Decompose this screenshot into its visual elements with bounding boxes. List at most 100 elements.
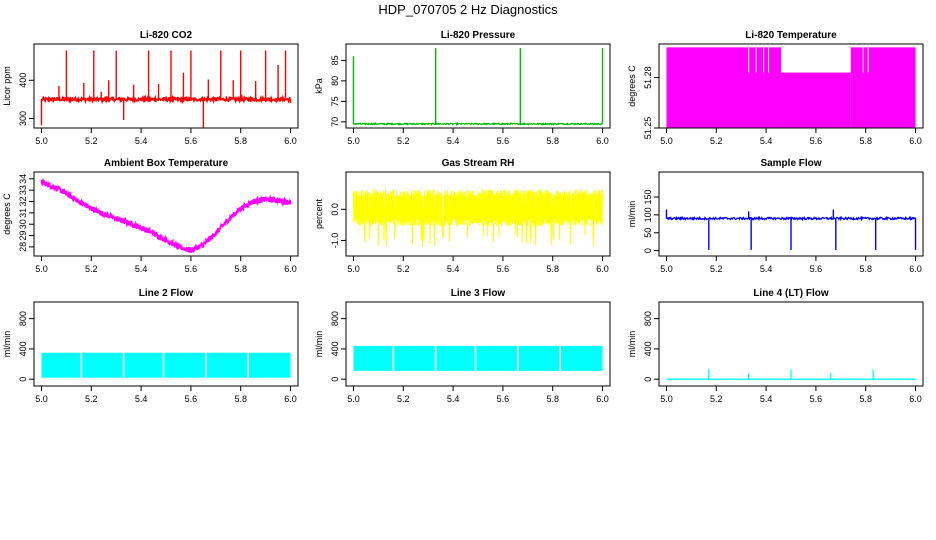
plot-frame [33, 171, 299, 257]
y-tick-label: 400 [643, 341, 653, 356]
x-tick-label: 5.8 [546, 136, 559, 146]
x-tick-label: 5.4 [447, 394, 460, 404]
chart-title: Line 2 Flow [139, 288, 194, 299]
series-path [353, 189, 603, 247]
y-tick-label: 300 [18, 111, 28, 126]
y-tick-label: 33 [18, 185, 28, 195]
x-tick-label: 5.8 [234, 394, 247, 404]
x-tick-label: 5.8 [234, 264, 247, 274]
plot-frame [345, 43, 611, 129]
y-tick-label: 80 [330, 76, 340, 86]
x-tick-label: 5.0 [660, 394, 673, 404]
x-tick-label: 5.2 [397, 264, 410, 274]
x-tick-label: 6.0 [909, 264, 922, 274]
chart-title: Line 3 Flow [451, 288, 506, 299]
x-tick-label: 5.2 [710, 136, 723, 146]
y-tick-label: 0.0 [330, 203, 340, 216]
x-tick-label: 5.4 [447, 136, 460, 146]
flow-gap-1 [80, 350, 83, 380]
x-tick-label: 5.0 [35, 136, 48, 146]
x-tick-label: 5.6 [810, 264, 823, 274]
x-tick-label: 5.4 [135, 136, 148, 146]
x-tick-label: 5.8 [546, 264, 559, 274]
y-tick-label: 400 [18, 341, 28, 356]
y-tick-label: 800 [330, 311, 340, 326]
x-tick-label: 5.2 [85, 136, 98, 146]
x-tick-label: 5.4 [760, 264, 773, 274]
chart-title: Gas Stream RH [442, 158, 515, 169]
flow-gap-5 [559, 343, 561, 373]
chart-panel-2: Li-820 Pressure 5.0 5.2 5.4 5.6 5.8 6.0 70 75 80 8… [314, 30, 611, 146]
flow-gap-3 [162, 350, 165, 380]
y-tick-label: 30 [18, 219, 28, 229]
flow-gap-1 [392, 343, 395, 373]
y-tick-label: 70 [330, 117, 340, 127]
flow-gap-4 [205, 350, 207, 380]
x-tick-label: 5.2 [397, 394, 410, 404]
flow-gap-2 [122, 350, 125, 380]
x-tick-label: 5.6 [497, 136, 510, 146]
band-left [666, 47, 782, 128]
y-axis-label: percent [314, 198, 324, 229]
x-tick-label: 5.0 [35, 394, 48, 404]
series-path [665, 215, 917, 222]
y-axis-label: ml/min [627, 201, 637, 228]
x-tick-label: 6.0 [596, 264, 609, 274]
chart-panel-4: Ambient Box Temperature 5.0 5.2 5.4 5.6 5.8 6.… [2, 158, 299, 274]
flow-gap-5 [247, 350, 249, 380]
chart-panel-5: Gas Stream RH 5.0 5.2 5.4 5.6 5.8 6.0 -1.0 0.0 pe… [314, 158, 611, 274]
y-tick-label: 51.28 [643, 66, 653, 89]
x-tick-label: 5.2 [85, 394, 98, 404]
flow-gap-4 [517, 343, 519, 373]
x-tick-label: 5.0 [35, 264, 48, 274]
flow-gap-3 [474, 343, 477, 373]
series-line [353, 343, 603, 373]
x-tick-label: 5.6 [497, 394, 510, 404]
chart-panel-9: Line 4 (LT) Flow 5.0 5.2 5.4 5.6 5.8 6.0 0 400 80… [627, 288, 924, 404]
y-tick-label: 85 [330, 55, 340, 65]
plot-frame [345, 171, 611, 257]
plot-frame [33, 301, 299, 387]
x-tick-label: 5.4 [135, 264, 148, 274]
series-line [352, 48, 604, 127]
x-tick-label: 5.6 [810, 136, 823, 146]
y-tick-label: 0 [643, 248, 653, 253]
y-tick-label: 800 [643, 311, 653, 326]
x-tick-label: 6.0 [596, 136, 609, 146]
x-tick-label: 5.4 [760, 136, 773, 146]
x-tick-label: 5.6 [185, 136, 198, 146]
y-tick-label: 800 [18, 311, 28, 326]
x-tick-label: 5.6 [185, 394, 198, 404]
series-line [353, 189, 603, 247]
x-tick-label: 5.4 [760, 394, 773, 404]
series-line [666, 47, 916, 128]
x-tick-label: 6.0 [909, 394, 922, 404]
x-tick-label: 5.2 [710, 264, 723, 274]
y-axis-label: ml/min [627, 331, 637, 358]
y-tick-label: 51.25 [643, 117, 653, 140]
series-path [353, 121, 603, 127]
chart-panel-7: Line 2 Flow 5.0 5.2 5.4 5.6 5.8 6.0 0 400 800 ml/m… [2, 288, 299, 404]
x-tick-label: 6.0 [284, 136, 297, 146]
series-line [41, 350, 291, 380]
x-tick-label: 5.8 [859, 264, 872, 274]
series-path [40, 177, 292, 254]
x-tick-label: 5.4 [447, 264, 460, 274]
y-tick-label: 32 [18, 197, 28, 207]
chart-title: Line 4 (LT) Flow [753, 288, 829, 299]
chart-panel-6: Sample Flow 5.0 5.2 5.4 5.6 5.8 6.0 0 50 100 150 ml… [627, 158, 924, 274]
chart-panel-1: Li-820 CO2 5.0 5.2 5.4 5.6 5.8 6.0 300 400 Licor … [2, 30, 299, 146]
y-axis-label: kPa [314, 78, 324, 94]
flow-band [353, 345, 603, 371]
flow-band [41, 352, 291, 378]
y-tick-label: 150 [643, 190, 653, 205]
x-tick-label: 5.0 [660, 264, 673, 274]
band-middle [781, 72, 851, 128]
x-tick-label: 5.2 [710, 394, 723, 404]
series-line [666, 369, 916, 380]
x-tick-label: 5.6 [810, 394, 823, 404]
series-path [40, 93, 292, 105]
x-tick-label: 5.6 [497, 264, 510, 274]
flow-gap-2 [434, 343, 437, 373]
series-line [665, 209, 917, 250]
